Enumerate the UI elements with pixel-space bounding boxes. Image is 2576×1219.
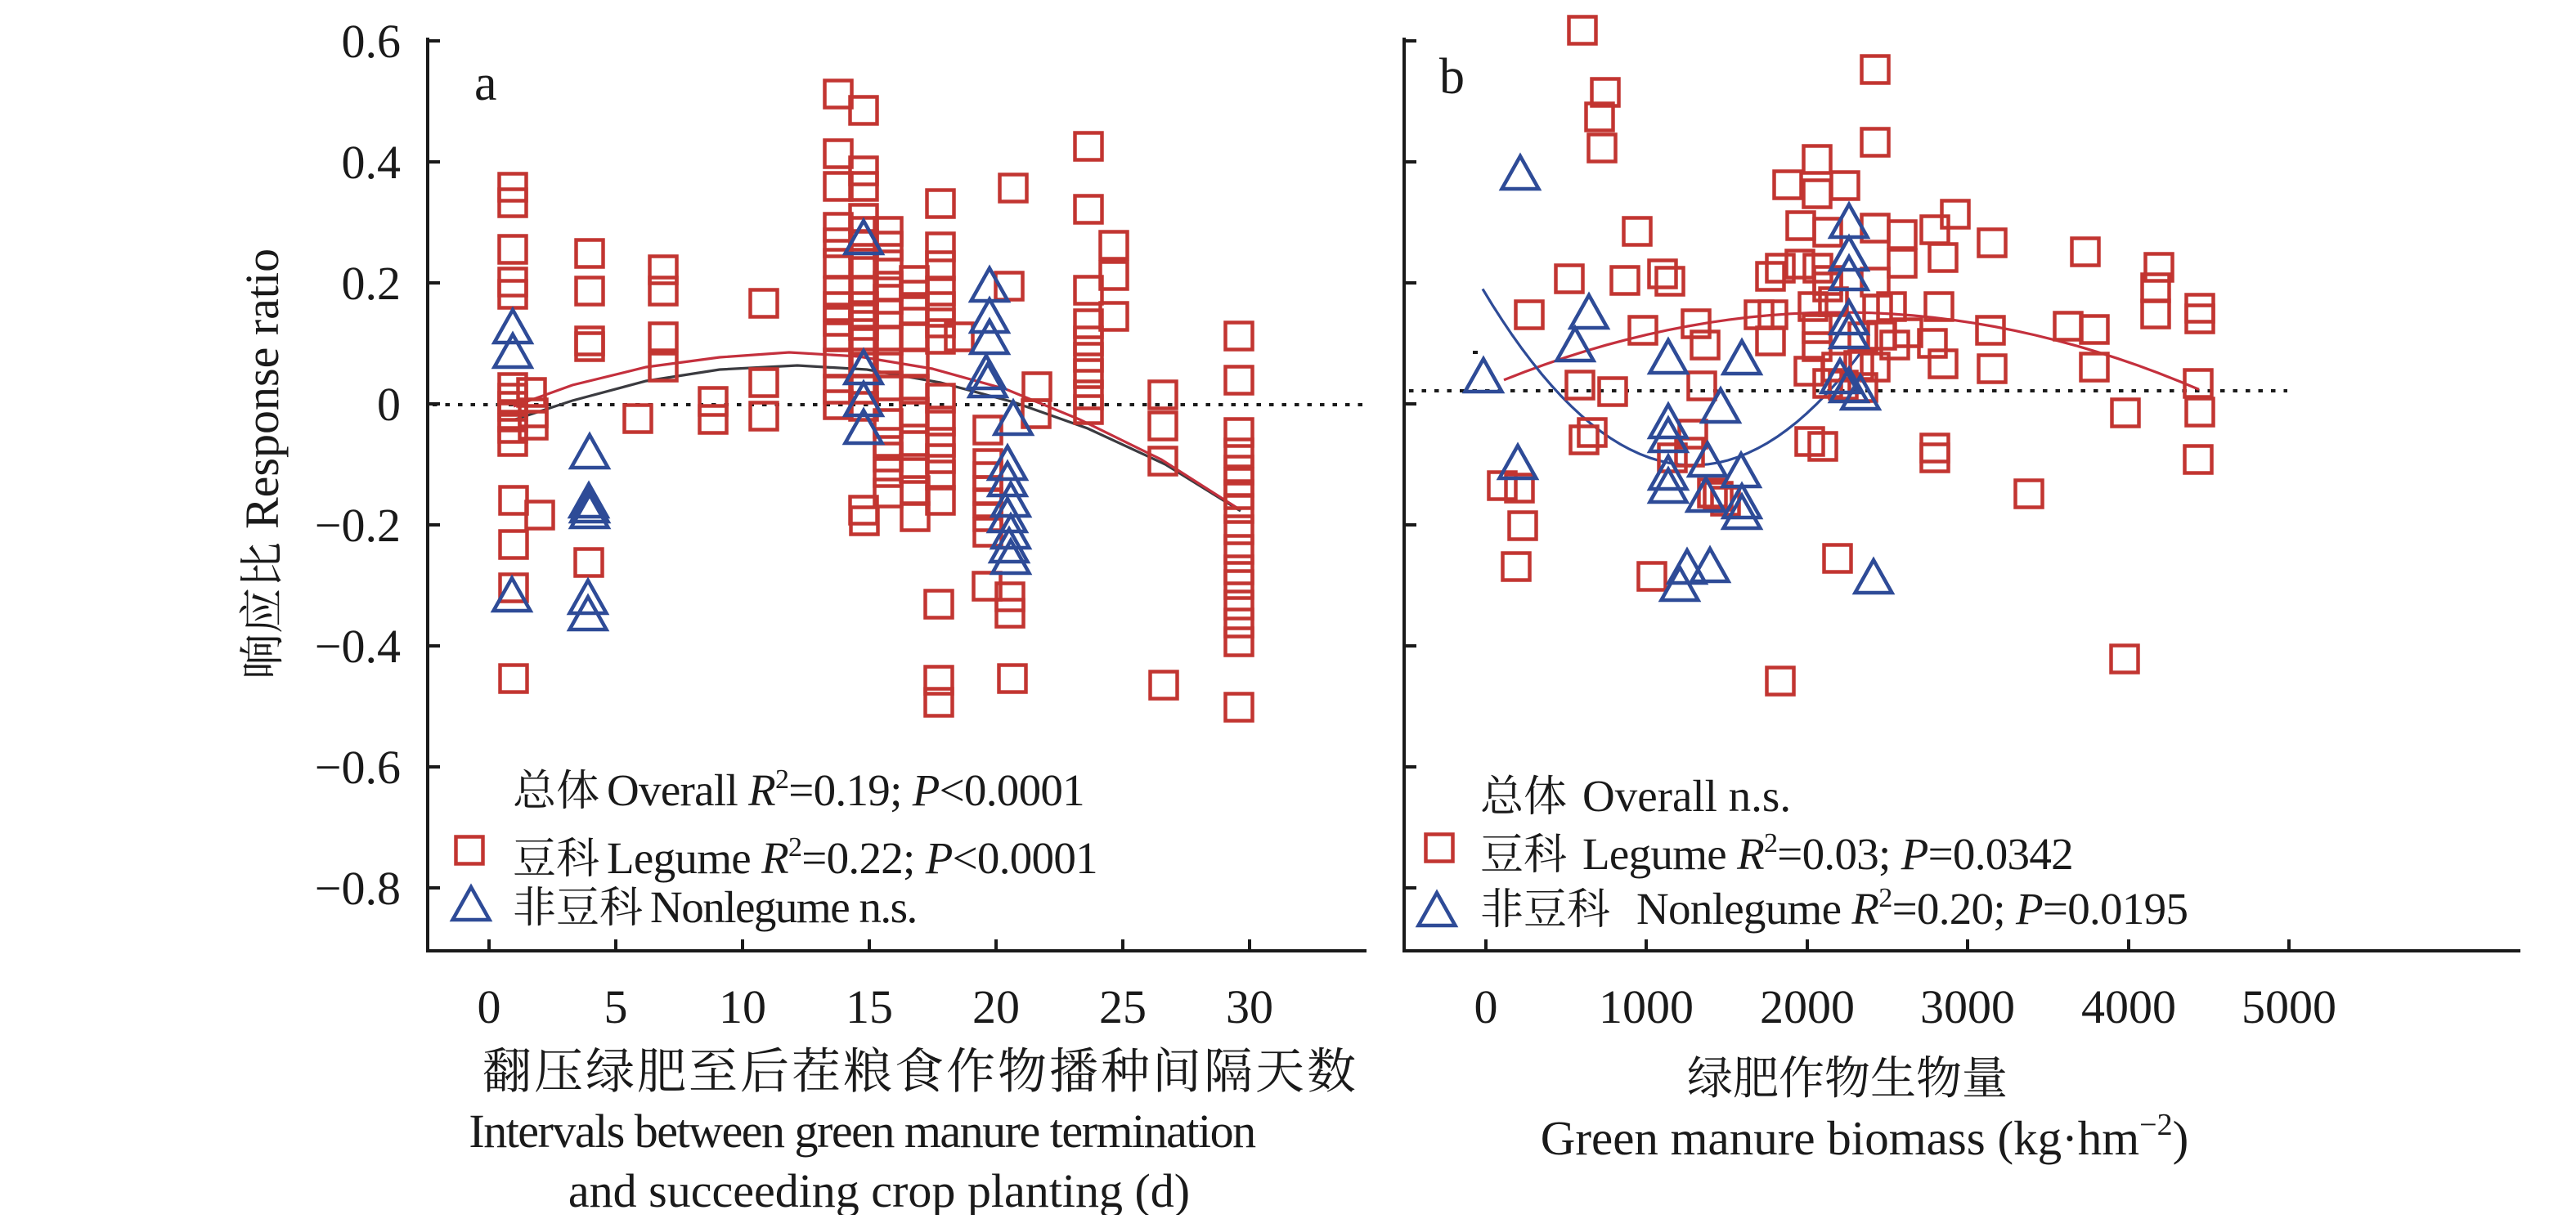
svg-text:Green manure biomass (kg·hm−2): Green manure biomass (kg·hm−2) [1541,1108,2188,1165]
svg-text:a: a [474,56,497,111]
svg-text:b: b [1439,49,1465,105]
svg-text:−0.6: −0.6 [315,741,401,794]
svg-text:Nonlegume R2=0.20; P=0.0195: Nonlegume R2=0.20; P=0.0195 [1636,883,2188,934]
svg-text:Legume R2=0.03; P=0.0342: Legume R2=0.03; P=0.0342 [1582,828,2073,879]
svg-text:0.6: 0.6 [342,15,402,68]
svg-text:Response ratio: Response ratio [236,249,289,529]
svg-text:5: 5 [604,980,628,1033]
svg-text:5000: 5000 [2242,980,2336,1033]
svg-text:0: 0 [478,980,501,1033]
svg-text:and succeeding crop planting (: and succeeding crop planting (d) [568,1164,1190,1215]
svg-text:4000: 4000 [2081,980,2176,1033]
svg-text:20: 20 [972,980,1020,1033]
svg-text:3000: 3000 [1920,980,2015,1033]
svg-text:15: 15 [846,980,893,1033]
svg-text:30: 30 [1226,980,1273,1033]
svg-text:Overall n.s.: Overall n.s. [1582,771,1791,821]
svg-text:10: 10 [719,980,766,1033]
svg-text:2000: 2000 [1760,980,1855,1033]
svg-text:0.2: 0.2 [342,257,402,310]
svg-text:−0.2: −0.2 [315,499,401,552]
svg-text:−0.4: −0.4 [315,620,401,673]
svg-text:Nonlegume n.s.: Nonlegume n.s. [650,882,917,932]
svg-text:0: 0 [1474,980,1498,1033]
svg-text:Intervals between green manure: Intervals between green manure terminati… [469,1105,1256,1158]
svg-text:−0.8: −0.8 [315,862,401,915]
svg-text:25: 25 [1099,980,1147,1033]
svg-text:1000: 1000 [1599,980,1694,1033]
svg-text:Legume R2=0.22; P<0.0001: Legume R2=0.22; P<0.0001 [607,832,1097,883]
svg-text:Overall R2=0.19; P<0.0001: Overall R2=0.19; P<0.0001 [607,764,1084,815]
svg-text:0.4: 0.4 [342,136,402,189]
svg-text:0: 0 [377,378,401,431]
